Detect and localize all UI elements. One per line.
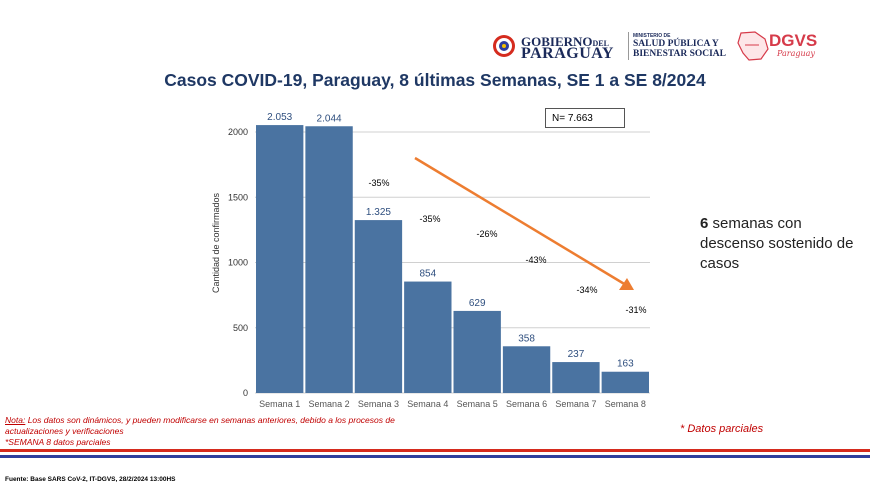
chart-title: Casos COVID-19, Paraguay, 8 últimas Sema…: [164, 70, 706, 90]
side-note: 6 semanas con descenso sostenido de caso…: [700, 214, 860, 274]
x-tick-label: Semana 5: [457, 399, 498, 409]
gob-line1-small: DEL: [592, 39, 609, 48]
pct-change-label: -31%: [625, 305, 646, 315]
ministerio-line1: SALUD PÚBLICA Y: [633, 39, 719, 49]
gob-line2: PARAGUAY: [521, 45, 614, 62]
pct-change-label: -34%: [576, 285, 597, 295]
bar-value-label: 2.053: [267, 112, 292, 123]
x-tick-label: Semana 1: [259, 399, 300, 409]
dgvs-subtext: Paraguay: [777, 49, 815, 58]
x-tick-label: Semana 8: [605, 399, 646, 409]
x-tick-label: Semana 2: [309, 399, 350, 409]
trend-arrow-line: [414, 156, 627, 287]
bar-value-label: 2.044: [317, 113, 342, 124]
ministerio-logo: MINISTERIO DE SALUD PÚBLICA Y BIENESTAR …: [633, 33, 728, 59]
dgvs-logo: DGVS Paraguay: [735, 29, 820, 63]
dgvs-text: DGVS: [769, 31, 818, 50]
fuente-text: Fuente: Base SARS CoV-2, IT-DGVS, 28/2/2…: [5, 476, 176, 483]
pct-change-label: -35%: [368, 178, 389, 188]
y-tick-label: 2000: [228, 127, 248, 137]
x-tick-label: Semana 6: [506, 399, 547, 409]
trend-arrow-head: [619, 278, 634, 290]
pct-change-label: -35%: [419, 214, 440, 224]
nota-line2: *SEMANA 8 datos parciales: [5, 437, 111, 447]
bar-value-label: 1.325: [366, 207, 391, 218]
bar-value-label: 237: [568, 349, 585, 360]
y-tick-label: 1500: [228, 192, 248, 202]
footer-stripe-red: [0, 449, 870, 452]
paraguay-seal-icon: [493, 35, 515, 57]
bar-value-label: 854: [419, 269, 436, 280]
bar: [601, 371, 649, 393]
pct-change-label: -26%: [476, 229, 497, 239]
bar-value-label: 163: [617, 359, 634, 370]
bar: [305, 126, 353, 394]
y-tick-label: 500: [233, 323, 248, 333]
x-tick-label: Semana 3: [358, 399, 399, 409]
footer-stripe-white: [0, 452, 870, 455]
paraguay-map-icon: [737, 31, 769, 61]
bar: [502, 346, 551, 393]
gob-line1: GOBIERNO: [521, 34, 593, 49]
datos-parciales-note: * Datos parciales: [680, 423, 764, 435]
bar: [354, 220, 403, 393]
x-tick-label: Semana 7: [555, 399, 596, 409]
footer-stripe-blue: [0, 455, 870, 458]
y-tick-label: 0: [243, 388, 248, 398]
y-tick-label: 1000: [228, 258, 248, 268]
ministerio-line2: BIENESTAR SOCIAL: [633, 49, 727, 59]
n-total-box: N= 7.663: [545, 108, 625, 128]
gobierno-paraguay-logo: GOBIERNODEL PARAGUAY: [492, 30, 624, 62]
pct-change-label: -43%: [525, 255, 546, 265]
x-tick-label: Semana 4: [407, 399, 448, 409]
bar-value-label: 629: [469, 298, 486, 309]
nota-text: Los datos son dinámicos, y pueden modifi…: [5, 415, 395, 436]
bar: [256, 125, 304, 394]
bar: [552, 362, 600, 393]
nota-block: Nota: Los datos son dinámicos, y pueden …: [5, 415, 435, 448]
logo-divider: [628, 32, 629, 60]
nota-label: Nota:: [5, 415, 26, 425]
bar-value-label: 358: [518, 333, 535, 344]
bar: [453, 310, 501, 393]
ministerio-small: MINISTERIO DE: [633, 33, 671, 39]
side-note-bold: 6: [700, 215, 709, 232]
bar: [404, 281, 452, 393]
side-note-text: semanas con descenso sostenido de casos: [700, 215, 854, 272]
y-axis-label: Cantidad de confirmados: [211, 192, 221, 293]
